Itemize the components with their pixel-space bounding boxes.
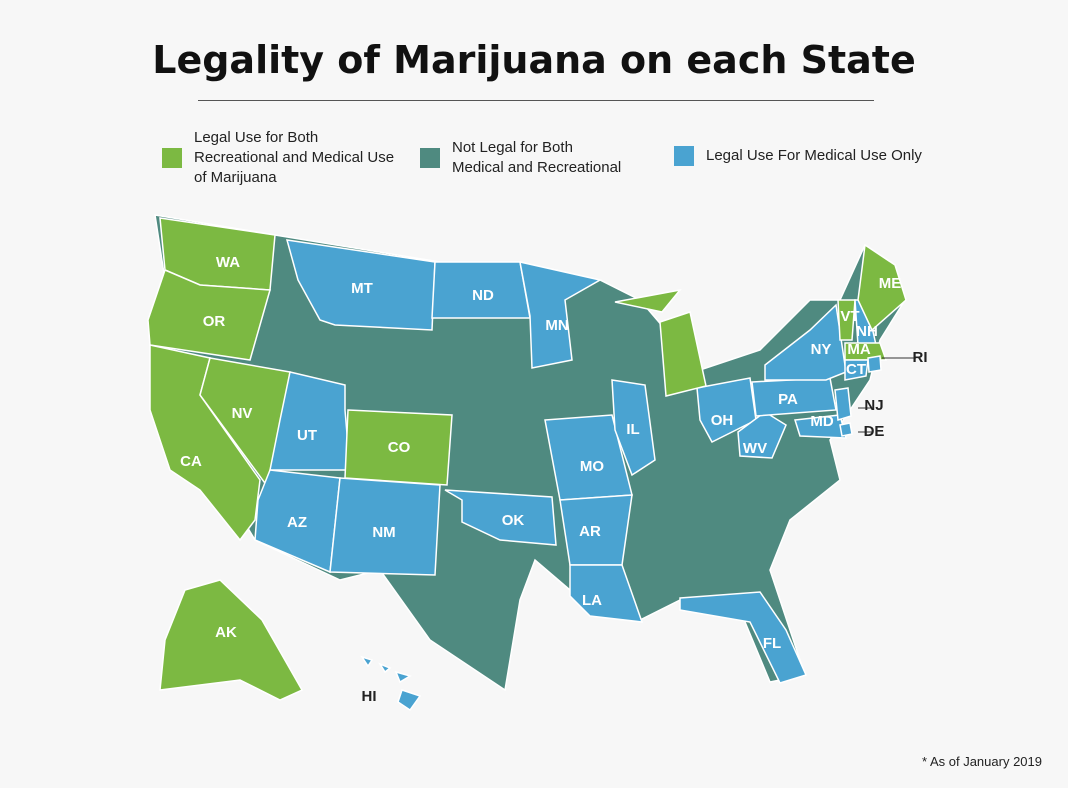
state-label: OR xyxy=(203,313,226,330)
legend-swatch xyxy=(420,148,440,168)
state-label: VT xyxy=(840,308,859,325)
state-shape xyxy=(360,655,374,668)
state-label: AK xyxy=(215,624,237,641)
state-label: IL xyxy=(626,421,639,438)
legend-item: Legal Use for Both Recreational and Medi… xyxy=(162,128,394,188)
state-label: NM xyxy=(372,524,395,541)
state-shape xyxy=(254,469,341,574)
state-label: AR xyxy=(579,523,601,540)
state-label: CA xyxy=(180,453,202,470)
state-label: OK xyxy=(502,512,525,529)
state-shape xyxy=(147,268,271,361)
legend-label: Not Legal for Both Medical and Recreatio… xyxy=(452,139,622,176)
state-shape xyxy=(867,355,882,373)
state-shape xyxy=(844,342,888,361)
state-shape xyxy=(611,379,656,477)
state-shape xyxy=(519,261,603,369)
legend-swatch xyxy=(162,148,182,168)
state-label: NJ xyxy=(864,397,883,414)
state-shape xyxy=(794,414,847,439)
state-shape xyxy=(397,689,422,712)
legend-item: Not Legal for Both Medical and Recreatio… xyxy=(420,138,621,178)
state-label: FL xyxy=(763,635,781,652)
legend-label: Legal Use For Medical Use Only xyxy=(706,147,922,164)
state-label: RI xyxy=(913,349,928,366)
state-shape xyxy=(614,288,682,313)
state-label: WA xyxy=(216,254,240,271)
state-shape xyxy=(444,489,557,546)
state-label: HI xyxy=(362,688,377,705)
state-label: MD xyxy=(810,413,833,430)
state-shape xyxy=(378,662,392,674)
state-label: ME xyxy=(879,275,902,292)
state-shape xyxy=(344,409,453,486)
footnote: * As of January 2019 xyxy=(922,754,1042,769)
state-label: MN xyxy=(545,317,568,334)
state-shape xyxy=(696,377,757,443)
state-shape xyxy=(394,670,412,684)
legend-swatch xyxy=(674,146,694,166)
state-label: PA xyxy=(778,391,798,408)
state-label: MO xyxy=(580,458,604,475)
state-label: WV xyxy=(743,440,767,457)
state-label: MA xyxy=(847,341,870,358)
state-shape xyxy=(569,564,644,623)
state-label: CO xyxy=(388,439,411,456)
title: Legality of Marijuana on each State xyxy=(152,38,916,82)
state-label: NH xyxy=(856,323,878,340)
state-shape xyxy=(839,422,853,437)
state-shape xyxy=(329,477,441,576)
state-label: DE xyxy=(864,423,885,440)
state-label: NV xyxy=(232,405,253,422)
state-label: OH xyxy=(711,412,734,429)
state-label: AZ xyxy=(287,514,307,531)
state-shape xyxy=(159,579,304,701)
state-shape xyxy=(834,387,852,421)
state-shape xyxy=(844,359,869,381)
state-shape xyxy=(679,591,808,684)
state-label: NY xyxy=(811,341,832,358)
state-label: LA xyxy=(582,592,602,609)
legend-item: Legal Use For Medical Use Only xyxy=(674,146,922,166)
divider xyxy=(198,100,874,101)
legend-label: Legal Use for Both Recreational and Medi… xyxy=(194,129,395,186)
state-shape xyxy=(659,311,707,397)
state-shape xyxy=(837,299,856,341)
state-label: CT xyxy=(846,361,866,378)
state-label: MT xyxy=(351,280,373,297)
state-label: UT xyxy=(297,427,317,444)
state-shape xyxy=(857,243,907,332)
state-label: ND xyxy=(472,287,494,304)
